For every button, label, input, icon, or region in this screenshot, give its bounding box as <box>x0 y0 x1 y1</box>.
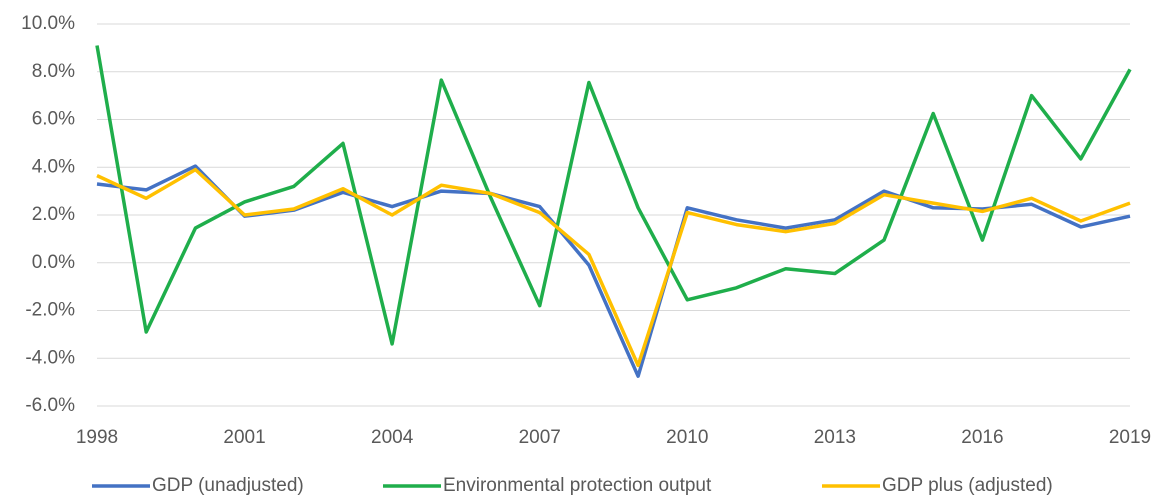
legend-label: GDP (unadjusted) <box>152 475 304 496</box>
y-tick-label: 6.0% <box>32 109 75 130</box>
y-tick-label: 0.0% <box>32 252 75 273</box>
y-tick-label: 8.0% <box>32 61 75 82</box>
legend-label: GDP plus (adjusted) <box>882 475 1053 496</box>
y-tick-label: -4.0% <box>25 347 75 368</box>
series-line <box>96 167 1131 368</box>
y-tick-label: 2.0% <box>32 204 75 225</box>
series-line <box>96 164 1131 378</box>
x-tick-label: 2007 <box>519 427 561 448</box>
y-tick-label: -6.0% <box>25 395 75 416</box>
y-tick-label: 4.0% <box>32 156 75 177</box>
x-tick-label: 2019 <box>1109 427 1151 448</box>
x-tick-label: 2001 <box>223 427 265 448</box>
x-tick-label: 2016 <box>961 427 1003 448</box>
y-tick-label: -2.0% <box>25 300 75 321</box>
x-tick-label: 2013 <box>814 427 856 448</box>
x-tick-label: 2004 <box>371 427 414 448</box>
legend-label: Environmental protection output <box>443 475 712 496</box>
x-tick-label: 1998 <box>76 427 118 448</box>
series-line <box>95 45 1132 346</box>
y-tick-label: 10.0% <box>21 13 75 34</box>
x-tick-label: 2010 <box>666 427 708 448</box>
